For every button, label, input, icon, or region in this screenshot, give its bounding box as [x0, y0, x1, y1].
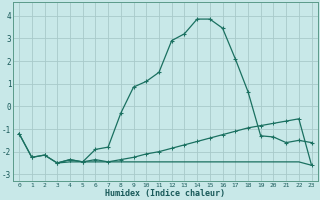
X-axis label: Humidex (Indice chaleur): Humidex (Indice chaleur)	[105, 189, 225, 198]
